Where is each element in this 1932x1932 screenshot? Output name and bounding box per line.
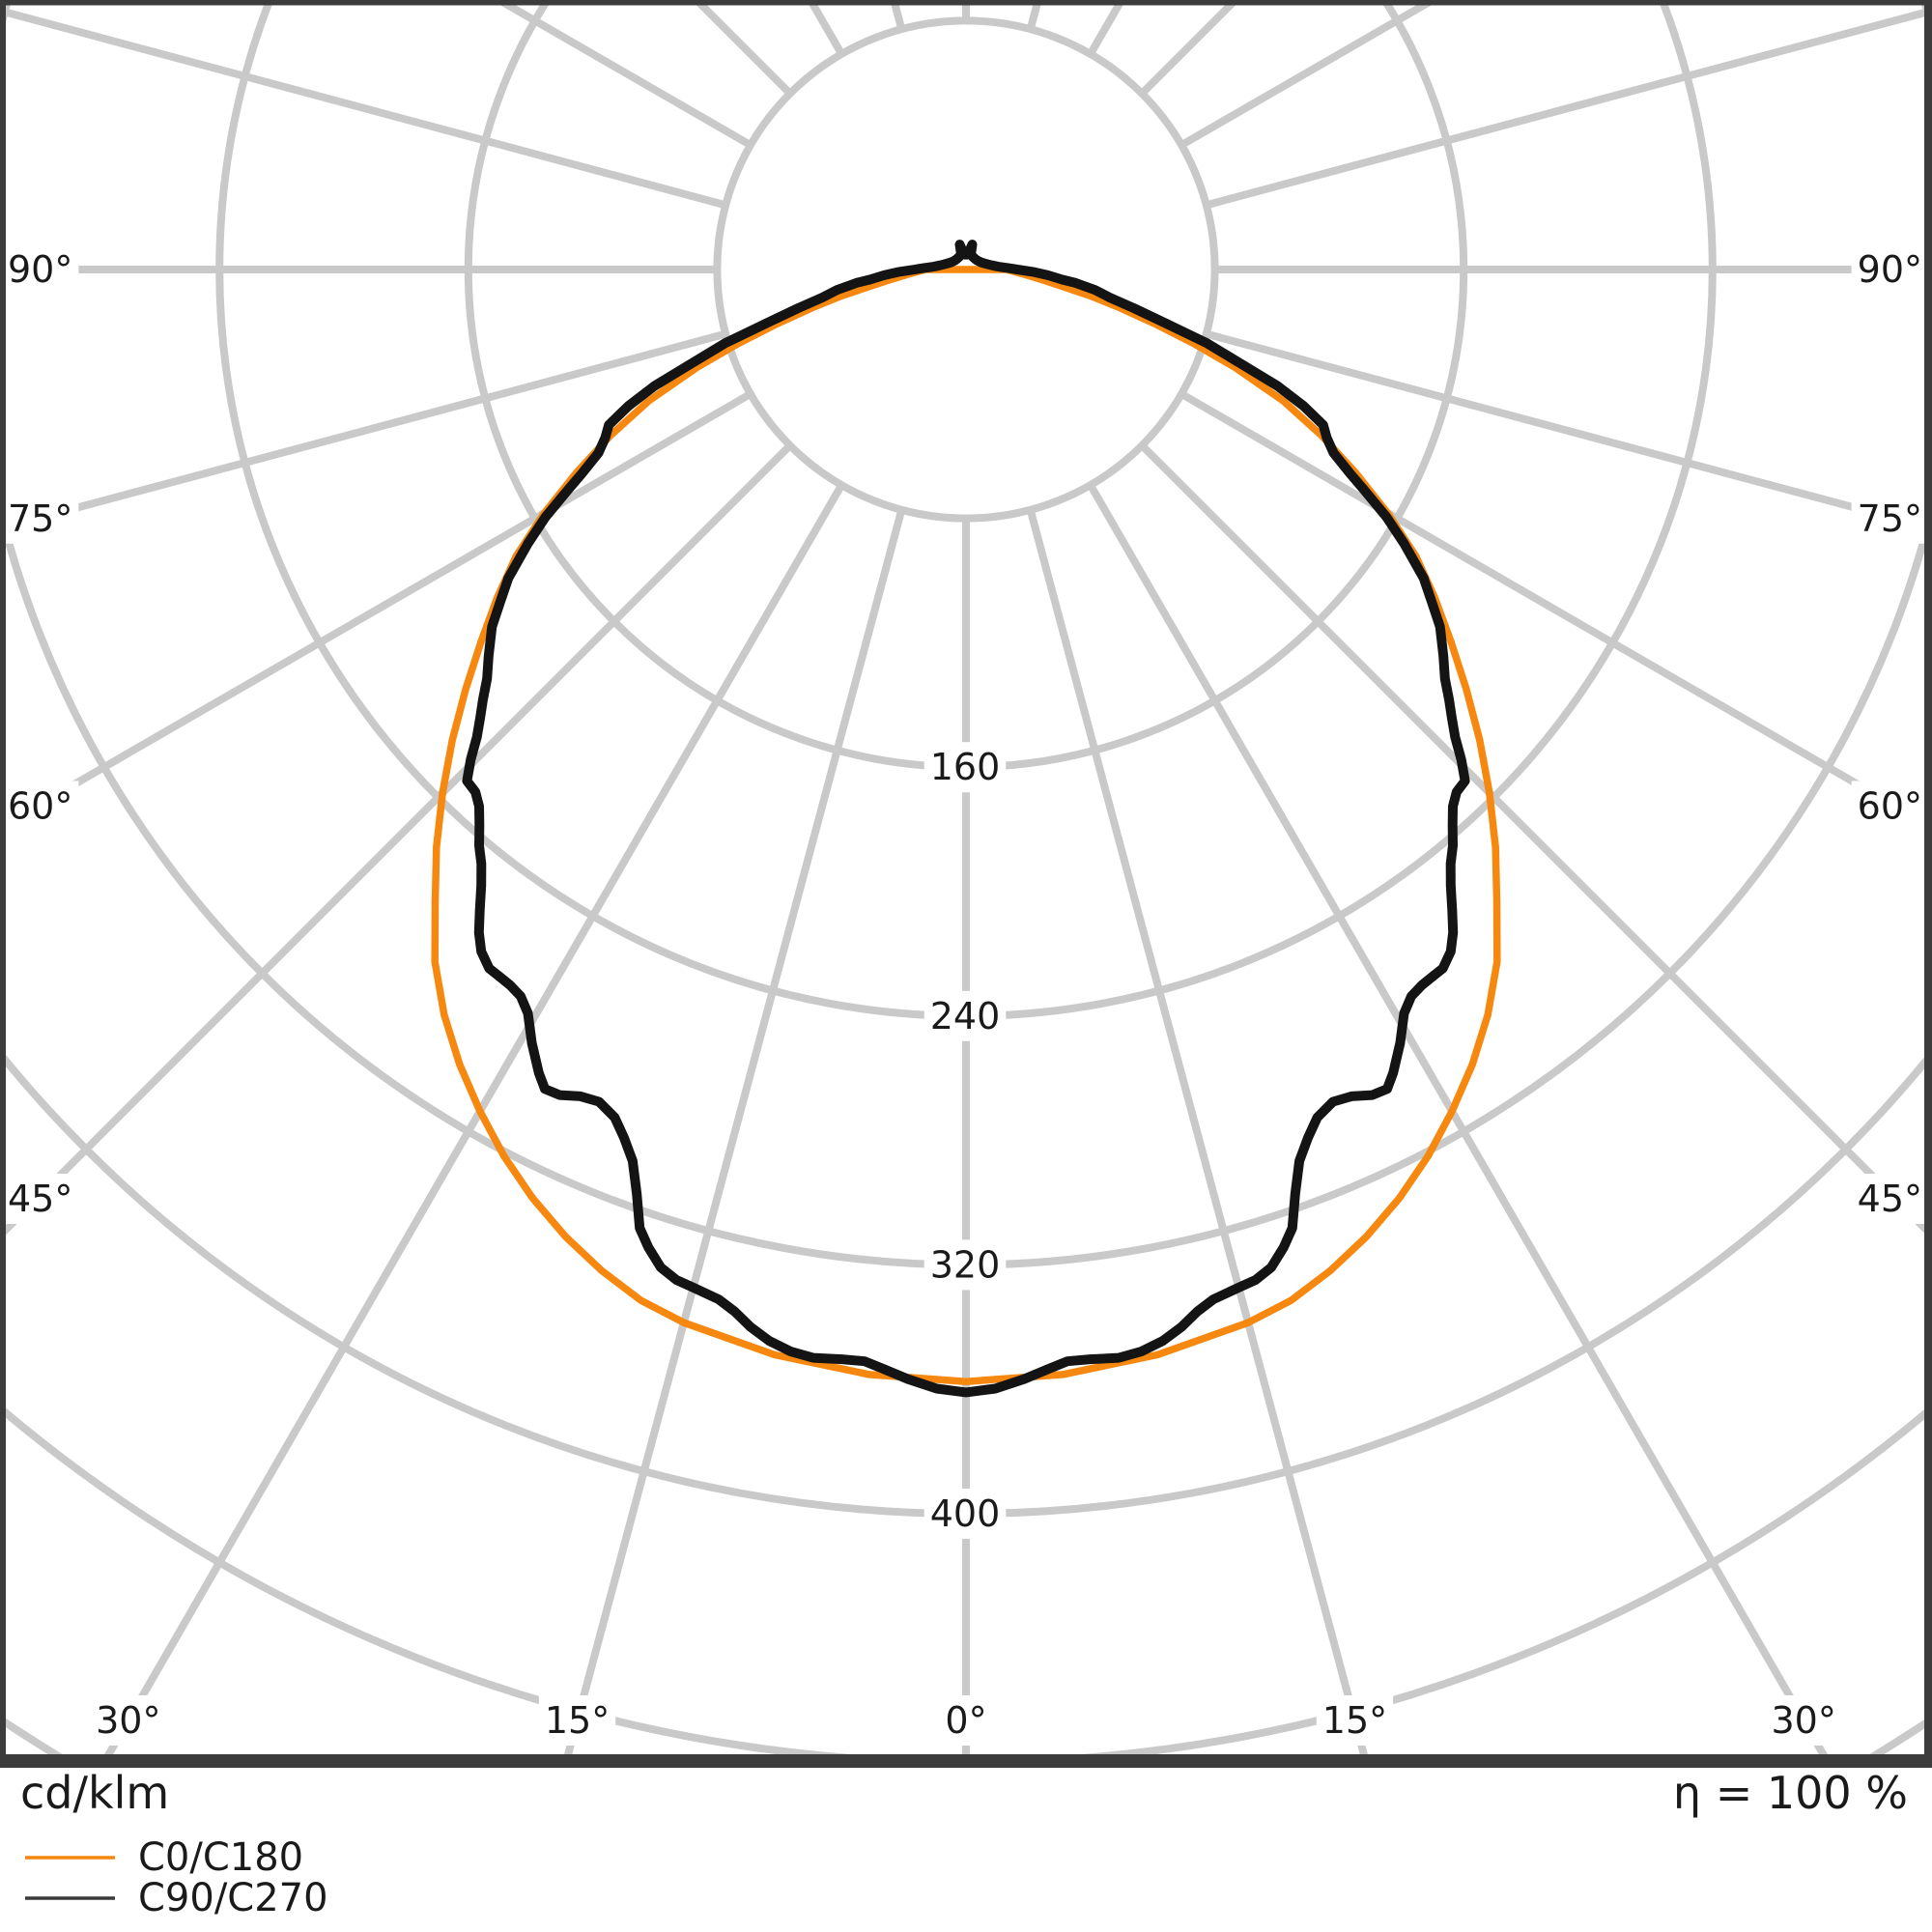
angle-ray: [1179, 5, 1433, 149]
angle-ray: [1139, 5, 1236, 97]
r-tick-label-400: 400: [930, 1492, 1001, 1535]
angle-ray: [6, 390, 753, 829]
tick-label-box: [923, 990, 1007, 1041]
angle-label-bottom-15: 15°: [1322, 1699, 1387, 1742]
tick-label-box: [923, 1489, 1007, 1539]
plot-frame: [0, 0, 1932, 1768]
tick-labels: 160 240 320 400 90° 90° 75° 75° 60° 60° 45° 45° 30° 1…: [2, 244, 1928, 1746]
tick-label-box: [2, 781, 79, 832]
tick-label-box: [2, 493, 79, 544]
legend: C0/C180 C90/C270: [25, 1835, 328, 1920]
angle-ray: [103, 483, 845, 1754]
angle-ray: [499, 5, 753, 149]
angle-label-bottom-0: 0°: [945, 1699, 986, 1742]
legend-label-c90-c270: C90/C270: [138, 1876, 328, 1920]
angle-label-left-60: 60°: [8, 784, 72, 827]
tick-label-box: [2, 244, 79, 295]
r-tick-label-240: 240: [930, 995, 1001, 1037]
angle-ray: [696, 5, 793, 97]
angle-ray: [6, 8, 727, 210]
angle-ray: [1087, 483, 1829, 1754]
r-tick-label-160: 160: [930, 746, 1001, 788]
angle-label-right-45: 45°: [1858, 1178, 1922, 1220]
intensity-curves: [431, 240, 1501, 1398]
angle-ray: [6, 329, 727, 531]
angle-label-right-75: 75°: [1858, 497, 1922, 540]
units-label: cd/klm: [20, 1767, 169, 1819]
angle-ray: [1139, 442, 1924, 1234]
curve-c90-c270: [462, 240, 1470, 1398]
tick-label-box: [1851, 493, 1928, 544]
angle-ray: [6, 442, 793, 1236]
tick-label-box: [538, 1695, 616, 1746]
tick-label-box: [1316, 1695, 1394, 1746]
tick-label-box: [923, 1239, 1007, 1291]
radius-circle-80: [713, 16, 1219, 523]
frame-right: [1924, 0, 1932, 1768]
r-tick-label-320: 320: [930, 1243, 1001, 1286]
tick-label-box: [1851, 781, 1928, 832]
angle-ray: [1026, 508, 1368, 1754]
frame-left: [0, 0, 6, 1768]
angle-label-right-90: 90°: [1858, 248, 1922, 291]
angle-ray: [564, 508, 906, 1754]
tick-label-box: [90, 1695, 167, 1746]
angle-label-bottom-30: 30°: [1772, 1699, 1836, 1742]
efficiency-label: η = 100 %: [1673, 1767, 1908, 1819]
tick-label-box: [1851, 244, 1928, 295]
tick-label-box: [1851, 1174, 1928, 1224]
frame-top: [0, 0, 1932, 6]
angle-label-left-90: 90°: [8, 248, 72, 291]
angle-ray: [1179, 390, 1924, 828]
frame-bottom: [0, 1754, 1932, 1768]
angle-label-left-45: 45°: [8, 1178, 72, 1220]
tick-label-box: [1765, 1695, 1842, 1746]
angle-label-bottom--30: 30°: [96, 1699, 160, 1742]
legend-label-c0-c180: C0/C180: [138, 1835, 303, 1880]
tick-label-box: [2, 1174, 79, 1224]
angle-label-bottom--15: 15°: [545, 1699, 610, 1742]
tick-label-box: [939, 1695, 993, 1746]
angle-label-left-75: 75°: [8, 497, 72, 540]
angle-label-right-60: 60°: [1858, 784, 1922, 827]
angle-ray: [1205, 329, 1924, 530]
angle-ray: [1205, 9, 1924, 210]
tick-label-box: [923, 742, 1007, 793]
